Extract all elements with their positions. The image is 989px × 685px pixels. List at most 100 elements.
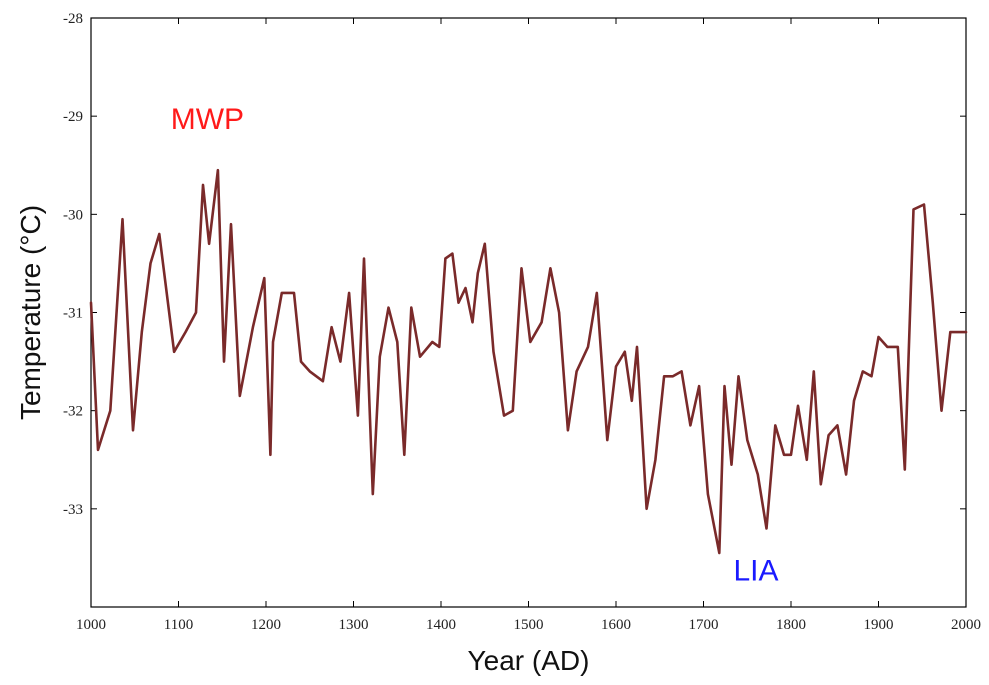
series-layer [89,168,968,555]
data-point [269,453,272,456]
data-point [746,439,749,442]
data-point [671,375,674,378]
data-point [438,345,441,348]
data-point [444,257,447,260]
data-point [184,331,187,334]
data-point [903,468,906,471]
y-axis-title: Temperature (°C) [15,205,46,420]
data-point [805,458,808,461]
y-tick-label: -31 [63,306,83,322]
data-point [870,375,873,378]
x-tick-label: 1400 [426,617,456,633]
y-tick-label: -33 [63,502,83,518]
data-point [158,233,161,235]
plot-frame [90,17,967,608]
annotation-lia: LIA [733,554,778,587]
data-point [587,345,589,348]
data-point [698,385,701,388]
data-point [511,409,514,412]
annotation-mwp: MWP [171,103,244,136]
data-point [476,272,479,275]
data-point [706,493,709,496]
data-point [378,355,381,358]
data-point [520,267,523,270]
data-point [272,341,274,343]
data-point [774,424,777,427]
x-tick-label: 1600 [601,617,631,633]
data-point [293,291,295,294]
x-tick-label: 1000 [76,617,106,633]
data-point [737,375,740,378]
data-point [956,331,959,334]
data-point [689,424,692,427]
data-point [223,360,225,363]
data-point [812,370,815,373]
data-point [202,183,204,186]
data-point [654,458,657,461]
data-point [797,404,799,407]
x-tick-label: 1100 [164,617,193,633]
data-point [645,507,648,510]
y-tick-label: -28 [63,11,83,27]
data-point [595,291,598,294]
data-point [280,291,283,294]
data-point [718,552,721,554]
data-point [321,380,324,383]
x-tick-label: 1200 [251,617,281,633]
data-point [483,242,486,245]
axis-ticks: 1000 1100 1200 1300 1400 1500 1600 1700 1800 1900… [63,11,981,633]
data-point [173,350,176,353]
data-point [471,321,474,324]
data-point [623,350,626,353]
data-point [308,370,311,373]
x-tick-label: 2000 [951,617,981,633]
data-point [121,218,124,221]
data-point [457,301,460,304]
data-point [419,355,421,358]
y-tick-label: -32 [63,404,83,420]
data-point [630,399,633,402]
data-point [730,463,733,466]
data-point [230,223,232,226]
data-point [566,429,569,432]
data-point [363,257,365,260]
data-point [208,242,211,245]
data-point [216,169,219,172]
data-point [680,370,683,373]
data-point [931,301,934,304]
data-point [965,331,967,334]
data-point [827,434,830,437]
data-point [451,252,454,255]
data-point [431,341,434,343]
data-point [819,483,822,486]
data-point [109,409,112,412]
data-point [238,395,241,397]
data-point [251,326,254,329]
data-point [636,345,638,348]
data-point [330,326,333,329]
data-point [396,341,399,343]
y-tick-label: -29 [63,109,83,125]
x-tick-label: 1900 [864,617,894,633]
x-tick-label: 1800 [776,617,806,633]
annotations-layer: MWP LIA [171,103,779,588]
x-tick-label: 1700 [689,617,719,633]
data-point [132,429,134,432]
data-point [503,414,505,417]
data-point [371,493,374,496]
data-point [853,399,855,402]
data-point [348,291,351,294]
y-tick-label: -30 [63,207,83,223]
data-point [615,365,617,368]
data-point [263,277,266,280]
data-point [877,336,880,338]
data-point [861,370,864,373]
data-point [836,424,839,427]
data-point [606,439,609,442]
data-point [540,321,543,324]
data-point [410,306,413,309]
data-point [403,453,406,456]
data-point [300,360,302,363]
